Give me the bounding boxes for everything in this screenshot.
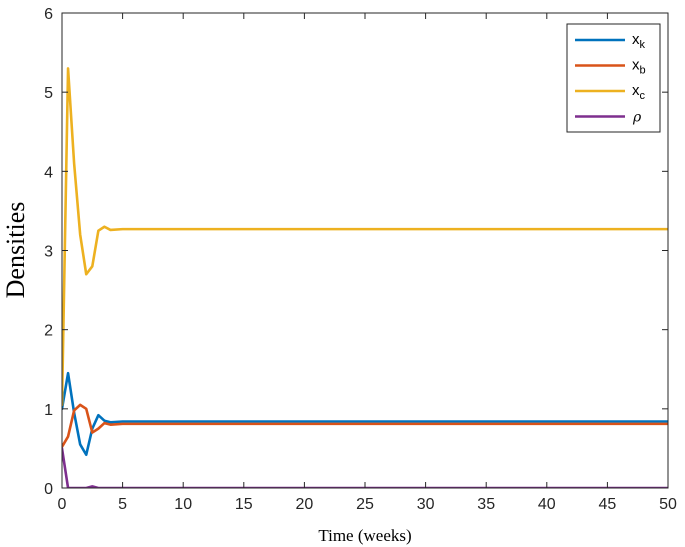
legend: xk xb xc ρ [566,23,661,133]
legend-label: xb [632,57,646,77]
series-line-2 [62,67,668,407]
legend-label: xk [632,31,646,51]
x-axis: 0 5 10 15 20 25 30 35 40 45 50 [58,13,677,513]
x-tick-label: 50 [659,496,677,513]
x-tick-label: 35 [477,496,495,513]
x-tick-label: 25 [356,496,374,513]
legend-label: ρ [632,110,642,126]
x-tick-label: 30 [417,496,435,513]
y-tick-label: 1 [44,402,53,419]
series-line-3 [62,447,668,488]
y-tick-label: 5 [44,85,53,102]
series-layer [62,67,668,488]
y-tick-label: 6 [44,6,53,23]
y-tick-label: 0 [44,481,53,498]
legend-label: xc [632,82,646,102]
y-tick-label: 2 [44,323,53,340]
series-lines [62,67,668,488]
x-tick-label: 5 [118,496,127,513]
x-tick-label: 45 [599,496,617,513]
legend-box [566,23,661,133]
x-axis-label: Time (weeks) [318,526,411,545]
y-axis-label: Densities [1,202,30,299]
x-tick-label: 0 [58,496,67,513]
y-tick-label: 4 [44,164,53,181]
series-line-0 [62,371,668,457]
y-tick-label: 3 [44,244,53,261]
x-tick-label: 15 [235,496,253,513]
x-tick-label: 20 [296,496,314,513]
x-tick-label: 40 [538,496,556,513]
series-line-1 [62,403,668,449]
x-tick-label: 10 [174,496,192,513]
y-axis: 0 1 2 3 4 5 6 [44,6,668,498]
